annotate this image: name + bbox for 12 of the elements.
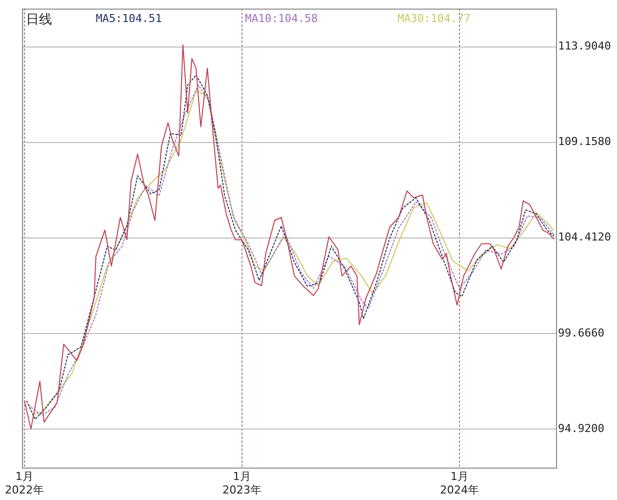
text: MA10:104.58 <box>244 12 318 25</box>
x-tick-label: 1月 2024年 <box>440 470 479 496</box>
x-tick-label: 1月 2023年 <box>222 470 262 496</box>
x-tick-label: 1月 2022年 <box>4 470 44 496</box>
text: MA30:104.77 <box>398 12 470 25</box>
y-tick-label: 113.9040 <box>558 40 612 53</box>
y-tick-label: 94.9200 <box>558 422 604 435</box>
y-tick-label: 104.4120 <box>558 230 612 244</box>
text: MA5:104.51 <box>96 12 162 25</box>
y-tick-label: 109.1580 <box>558 135 612 148</box>
y-tick-label: 99.6660 <box>558 326 604 340</box>
chart-title: 日线 <box>26 12 52 28</box>
